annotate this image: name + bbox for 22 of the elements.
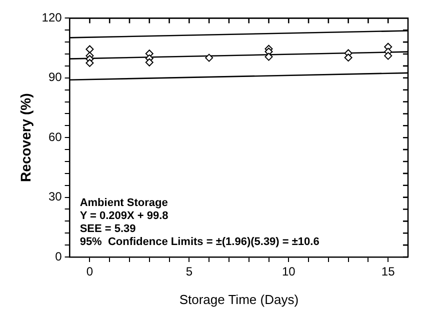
y-tick-label: 0 xyxy=(55,249,62,264)
annotation: 95% Confidence Limits = ±(1.96)(5.39) = ±10.6 xyxy=(80,236,320,248)
annotation: Ambient Storage xyxy=(80,197,168,209)
y-tick-label: 60 xyxy=(48,130,62,144)
point xyxy=(344,54,352,62)
point xyxy=(145,58,154,66)
point xyxy=(384,52,392,60)
x-tick-label: 15 xyxy=(381,264,396,279)
y-tick-label: 30 xyxy=(48,190,62,204)
point xyxy=(264,52,273,61)
x-axis-title: Storage Time (Days) xyxy=(179,292,299,307)
y-tick-label: 120 xyxy=(42,10,62,25)
x-tick-label: 10 xyxy=(282,264,296,279)
y-tick-label: 90 xyxy=(48,70,62,84)
point xyxy=(86,58,94,67)
x-tick-label: 5 xyxy=(186,264,193,279)
point xyxy=(86,45,94,54)
y-axis-title: Recovery (%) xyxy=(17,93,34,182)
annotation: Y = 0.209X + 99.8 xyxy=(80,210,168,222)
x-tick-label: 0 xyxy=(86,264,94,279)
annotation: SEE = 5.39 xyxy=(80,223,136,235)
point xyxy=(205,54,214,62)
